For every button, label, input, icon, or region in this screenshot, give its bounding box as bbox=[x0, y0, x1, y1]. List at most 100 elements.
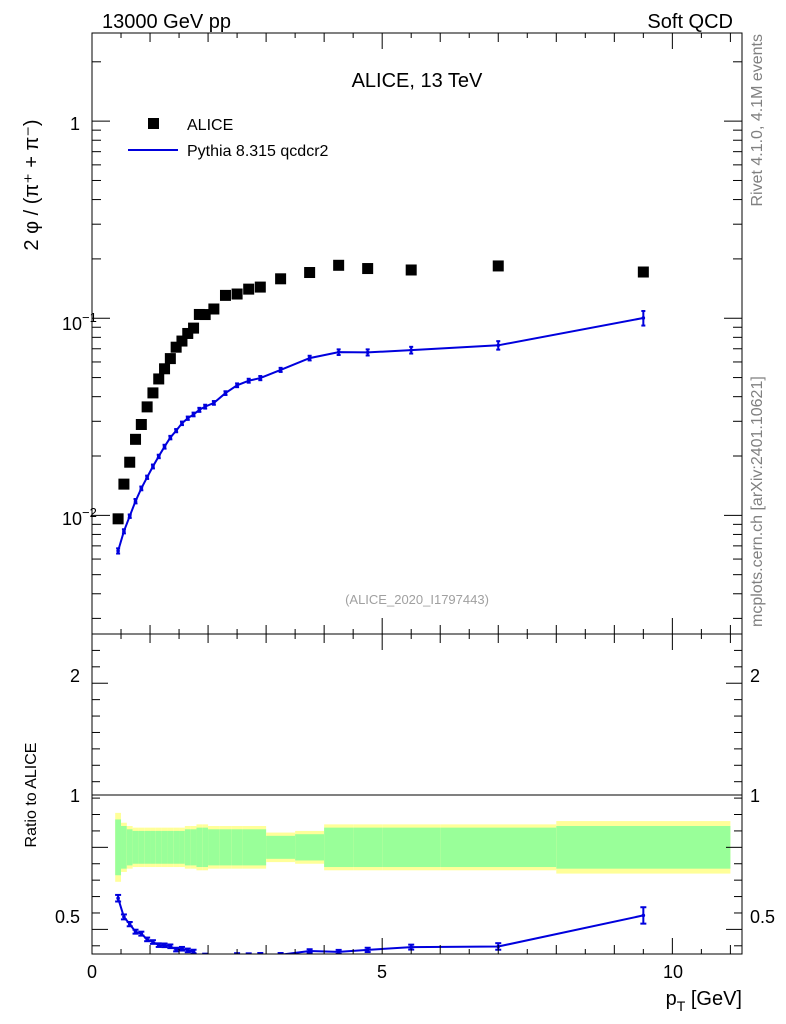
ratio-point bbox=[156, 943, 161, 947]
ratio-stat-band bbox=[179, 830, 185, 864]
ratio-stat-band bbox=[144, 830, 151, 864]
alice-point bbox=[176, 335, 188, 347]
ratio-stat-band bbox=[184, 829, 191, 866]
alice-point bbox=[147, 387, 159, 399]
pythia-point bbox=[235, 383, 239, 388]
ratio-stat-band bbox=[440, 827, 557, 868]
pythia-point bbox=[168, 435, 173, 440]
header-right-label: Soft QCD bbox=[647, 11, 733, 33]
pythia-point bbox=[162, 444, 167, 449]
ratio-stat-band bbox=[219, 829, 232, 866]
pythia-point bbox=[496, 343, 501, 348]
ratio-stat-band bbox=[266, 835, 296, 859]
alice-point bbox=[492, 260, 504, 272]
ratio-point bbox=[198, 956, 202, 960]
ratio-point bbox=[116, 896, 120, 901]
alice-point bbox=[112, 513, 124, 525]
alice-point bbox=[159, 363, 171, 375]
ratio-stat-band bbox=[556, 826, 731, 869]
ratio-point bbox=[224, 957, 228, 961]
ratio-stat-band bbox=[150, 830, 156, 864]
ratio-stat-band bbox=[382, 827, 441, 868]
ratio-stat-band bbox=[115, 819, 122, 876]
ratio-y-tick-right-1: 1 bbox=[750, 786, 760, 806]
alice-point bbox=[130, 433, 142, 445]
ratio-point bbox=[212, 955, 216, 959]
legend-alice-marker bbox=[148, 118, 159, 129]
alice-point bbox=[362, 263, 374, 275]
ratio-ticks bbox=[91, 634, 742, 954]
ratio-stat-band bbox=[202, 827, 209, 868]
ratio-stat-band bbox=[295, 834, 325, 861]
pythia-point bbox=[258, 376, 263, 380]
alice-point bbox=[275, 273, 287, 285]
alice-point bbox=[188, 322, 200, 334]
ratio-stat-band bbox=[155, 830, 162, 864]
mcplots-label: mcplots.cern.ch [arXiv:2401.10621] bbox=[749, 376, 766, 627]
ratio-point bbox=[145, 937, 149, 942]
alice-point bbox=[141, 401, 153, 413]
ratio-point bbox=[336, 950, 341, 954]
x-tick-label-0: 0 bbox=[87, 962, 97, 982]
ratio-point bbox=[133, 929, 138, 934]
ratio-point bbox=[122, 915, 126, 919]
pythia-point bbox=[139, 486, 144, 491]
analysis-id-annotation: (ALICE_2020_I1797443) bbox=[345, 592, 489, 607]
legend-pythia-label: Pythia 8.315 qcdcr2 bbox=[187, 143, 329, 160]
ratio-stat-band bbox=[167, 830, 174, 864]
ratio-y-tick-right-2: 2 bbox=[750, 666, 760, 686]
ratio-stat-band bbox=[132, 830, 139, 864]
ratio-point bbox=[365, 948, 370, 952]
alice-point bbox=[193, 308, 205, 320]
ratio-point bbox=[139, 931, 144, 936]
ratio-stat-band bbox=[173, 830, 180, 864]
x-tick-label-5: 5 bbox=[377, 962, 387, 982]
ratio-stat-band bbox=[190, 829, 197, 866]
pythia-point bbox=[133, 499, 138, 503]
legend-alice-label: ALICE bbox=[187, 117, 233, 134]
alice-point bbox=[164, 353, 176, 365]
ratio-stat-band bbox=[196, 827, 203, 868]
ratio-stat-band bbox=[242, 829, 255, 866]
pythia-point bbox=[127, 514, 132, 518]
pythia-point bbox=[151, 464, 155, 469]
main-y-ticks bbox=[91, 33, 742, 634]
ratio-point bbox=[307, 949, 312, 953]
alice-point bbox=[219, 289, 231, 301]
pythia-point bbox=[156, 454, 161, 459]
ratio-point bbox=[151, 940, 155, 944]
pythia-point bbox=[246, 378, 251, 383]
ratio-point bbox=[174, 947, 178, 952]
rivet-version-label: Rivet 4.1.0, 4.1M events bbox=[749, 34, 766, 207]
ratio-pythia-line bbox=[117, 897, 644, 954]
pythia-point bbox=[191, 412, 196, 417]
alice-point bbox=[135, 418, 147, 430]
pythia-point bbox=[223, 391, 228, 395]
main-y-axis-label: 2 φ / (π⁺ + π⁻) bbox=[21, 119, 43, 250]
header-left-label: 13000 GeV pp bbox=[102, 11, 231, 33]
alice-point bbox=[199, 309, 211, 321]
main-chart-title: ALICE, 13 TeV bbox=[352, 70, 483, 92]
alice-point bbox=[333, 259, 345, 271]
ratio-point bbox=[409, 945, 413, 949]
x-tick-label-10: 10 bbox=[663, 962, 683, 982]
alice-point bbox=[637, 266, 649, 278]
ratio-point bbox=[180, 946, 184, 951]
alice-point bbox=[118, 478, 130, 490]
ratio-y-tick-left-2: 2 bbox=[70, 666, 80, 686]
alice-point bbox=[254, 281, 266, 293]
alice-point bbox=[208, 303, 220, 315]
x-axis-label: pT [GeV] bbox=[666, 988, 742, 1014]
pythia-point bbox=[307, 356, 312, 360]
pythia-point bbox=[212, 401, 216, 405]
pythia-point bbox=[116, 549, 120, 553]
pythia-point bbox=[365, 350, 370, 355]
pythia-point bbox=[336, 350, 341, 354]
alice-point bbox=[124, 456, 136, 468]
pythia-point bbox=[174, 428, 178, 433]
ratio-point bbox=[191, 949, 196, 954]
ratio-y-tick-left-0p5: 0.5 bbox=[55, 907, 80, 927]
ratio-uncertainty-bands bbox=[115, 812, 731, 882]
pythia-point bbox=[278, 368, 283, 372]
pythia-line bbox=[117, 317, 644, 552]
